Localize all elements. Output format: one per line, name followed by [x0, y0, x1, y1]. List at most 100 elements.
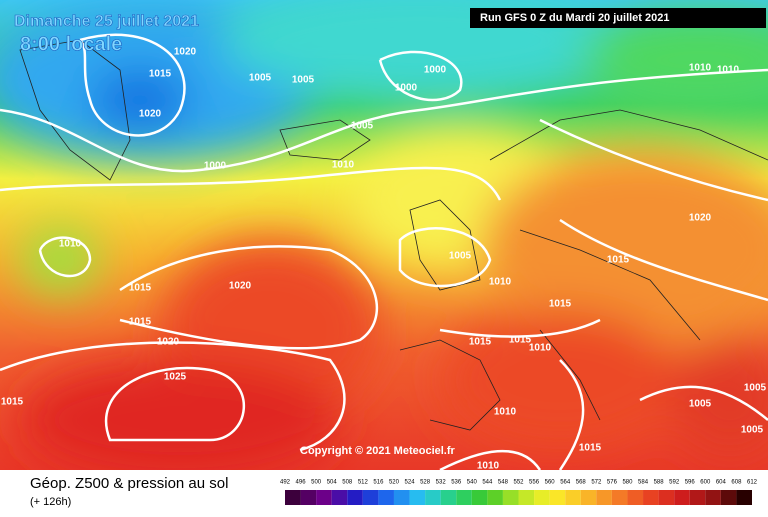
isobar-label: 1005: [249, 73, 272, 84]
isobar-label: 1015: [607, 255, 630, 266]
scale-swatch: [549, 490, 566, 505]
copyright: Copyright © 2021 Meteociel.fr: [300, 445, 456, 457]
isobar-label: 1020: [229, 281, 252, 292]
isobar-label: 1020: [689, 213, 712, 224]
scale-swatch: [409, 490, 426, 505]
run-box: [470, 8, 766, 28]
isobar-label: 1005: [449, 251, 472, 262]
scale-swatch: [736, 490, 752, 505]
scale-label: 572: [591, 480, 602, 486]
scale-swatch: [705, 490, 721, 505]
scale-swatch: [580, 490, 597, 505]
isobar-label: 1015: [129, 317, 152, 328]
scale-label: 612: [747, 480, 758, 486]
scale-swatch: [720, 490, 737, 505]
scale-swatch: [440, 490, 457, 505]
isobar-label: 1005: [741, 425, 764, 436]
scale-label: 584: [638, 480, 649, 486]
scale-label: 548: [498, 480, 509, 486]
isobar-label: 1020: [139, 109, 162, 120]
scale-label: 560: [545, 480, 556, 486]
color-scale: 492 496 500 504 508 512 516 520 524 528 532 536 540 5…: [280, 480, 758, 505]
scale-label: 508: [342, 480, 353, 486]
scale-label: 576: [607, 480, 618, 486]
scale-swatch: [534, 490, 550, 505]
scale-swatch: [611, 490, 628, 505]
scale-swatch: [518, 490, 535, 505]
scale-swatch: [300, 490, 317, 505]
scale-swatch: [689, 490, 706, 505]
footer-title: Géop. Z500 & pression au sol: [30, 475, 228, 492]
isobar-label: 1015: [549, 299, 572, 310]
scale-swatch: [316, 490, 332, 505]
scale-label: 524: [405, 480, 416, 486]
scale-label: 516: [373, 480, 384, 486]
scale-label: 600: [700, 480, 711, 486]
forecast-lead: (+ 126h): [30, 496, 71, 508]
scale-label: 504: [327, 480, 338, 486]
scale-label: 532: [436, 480, 447, 486]
isobar-label: 1010: [477, 461, 500, 472]
isobar-label: 1005: [351, 121, 374, 132]
isobar-label: 1010: [689, 63, 712, 74]
scale-label: 604: [716, 480, 727, 486]
scale-label: 588: [654, 480, 665, 486]
isobar-label: 1000: [204, 161, 227, 172]
scale-label: 568: [576, 480, 587, 486]
scale-swatch: [378, 490, 394, 505]
isobar-label: 1010: [529, 343, 552, 354]
isobar-label: 1010: [332, 160, 355, 171]
local-time: 8:00 locale: [20, 33, 122, 55]
scale-swatch: [393, 490, 410, 505]
isobar-label: 1020: [157, 337, 180, 348]
scale-swatch: [627, 490, 644, 505]
scale-swatch: [347, 490, 363, 505]
isobar-label: 1005: [292, 75, 315, 86]
scale-label: 592: [669, 480, 680, 486]
isobar-label: 1020: [174, 47, 197, 58]
isobar-label: 1005: [689, 399, 712, 410]
isobar-label: 1015: [149, 69, 172, 80]
scale-swatch: [565, 490, 581, 505]
isobar-label: 1015: [1, 397, 24, 408]
scale-label: 556: [529, 480, 540, 486]
isobar-label: 1015: [509, 335, 532, 346]
scale-swatch: [487, 490, 503, 505]
scale-label: 536: [451, 480, 462, 486]
scale-swatch: [285, 490, 301, 505]
scale-label: 540: [467, 480, 478, 486]
scale-swatch: [425, 490, 441, 505]
scale-swatch: [643, 490, 659, 505]
isobar-label: 1000: [395, 83, 418, 94]
scale-swatch: [674, 490, 690, 505]
isobar-label: 1015: [129, 283, 152, 294]
isobar-label: 1025: [164, 372, 187, 383]
scale-label: 512: [358, 480, 369, 486]
scale-swatch: [362, 490, 379, 505]
isobar-label: 1015: [469, 337, 492, 348]
isobar-label: 1010: [59, 239, 82, 250]
scale-swatch: [596, 490, 612, 505]
geopotential-field: [0, 0, 768, 480]
scale-label: 492: [280, 480, 291, 486]
scale-label: 528: [420, 480, 431, 486]
isobar-label: 1010: [494, 407, 517, 418]
valid-date: Dimanche 25 juillet 2021: [14, 13, 199, 30]
scale-swatch: [331, 490, 348, 505]
scale-swatch: [471, 490, 488, 505]
scale-label: 580: [622, 480, 633, 486]
scale-label: 544: [482, 480, 493, 486]
scale-label: 564: [560, 480, 571, 486]
scale-label: 552: [513, 480, 524, 486]
isobar-label: 1015: [579, 443, 602, 454]
isobar-label: 1005: [744, 383, 767, 394]
isobars: [0, 33, 768, 472]
scale-label: 596: [685, 480, 696, 486]
scale-label: 520: [389, 480, 400, 486]
isobar-label: 1010: [717, 65, 740, 76]
scale-swatch: [456, 490, 472, 505]
scale-label: 496: [296, 480, 307, 486]
